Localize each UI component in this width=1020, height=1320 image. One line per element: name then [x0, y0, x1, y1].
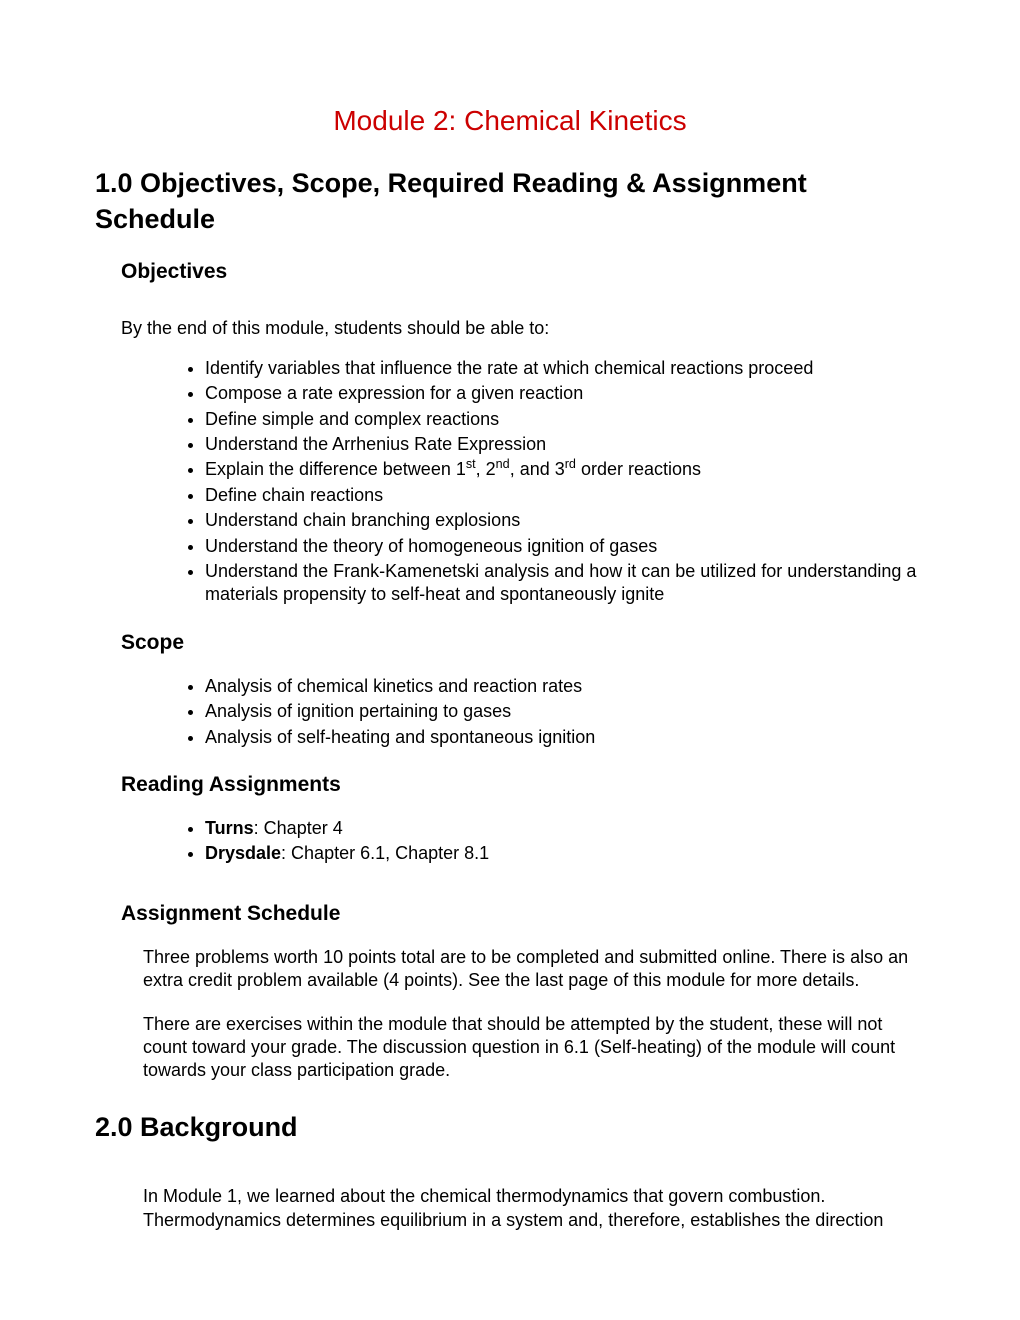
module-title: Module 2: Chemical Kinetics [95, 105, 925, 137]
list-item: Identify variables that influence the ra… [205, 357, 925, 380]
list-item: Compose a rate expression for a given re… [205, 382, 925, 405]
section-1-heading: 1.0 Objectives, Scope, Required Reading … [95, 165, 925, 238]
section-2-heading: 2.0 Background [95, 1109, 925, 1145]
reading-heading: Reading Assignments [95, 773, 925, 797]
list-item: Understand the theory of homogeneous ign… [205, 535, 925, 558]
schedule-para-2: There are exercises within the module th… [95, 1013, 925, 1083]
list-item: Understand the Arrhenius Rate Expression [205, 433, 925, 456]
schedule-para-1: Three problems worth 10 points total are… [95, 946, 925, 993]
list-item: Drysdale: Chapter 6.1, Chapter 8.1 [205, 842, 925, 865]
list-item: Understand the Frank-Kamenetski analysis… [205, 560, 925, 607]
document-page: Module 2: Chemical Kinetics 1.0 Objectiv… [0, 0, 1020, 1320]
background-para: In Module 1, we learned about the chemic… [95, 1185, 925, 1232]
objectives-list: Identify variables that influence the ra… [95, 357, 925, 607]
list-item: Analysis of ignition pertaining to gases [205, 700, 925, 723]
list-item: Understand chain branching explosions [205, 509, 925, 532]
scope-heading: Scope [95, 631, 925, 655]
list-item: Define chain reactions [205, 484, 925, 507]
objectives-intro: By the end of this module, students shou… [95, 318, 925, 339]
list-item: Define simple and complex reactions [205, 408, 925, 431]
list-item: Analysis of self-heating and spontaneous… [205, 726, 925, 749]
list-item: Turns: Chapter 4 [205, 817, 925, 840]
reading-list: Turns: Chapter 4 Drysdale: Chapter 6.1, … [95, 817, 925, 866]
list-item: Explain the difference between 1st, 2nd,… [205, 458, 925, 481]
scope-list: Analysis of chemical kinetics and reacti… [95, 675, 925, 749]
schedule-heading: Assignment Schedule [95, 902, 925, 926]
objectives-heading: Objectives [95, 260, 925, 284]
list-item: Analysis of chemical kinetics and reacti… [205, 675, 925, 698]
